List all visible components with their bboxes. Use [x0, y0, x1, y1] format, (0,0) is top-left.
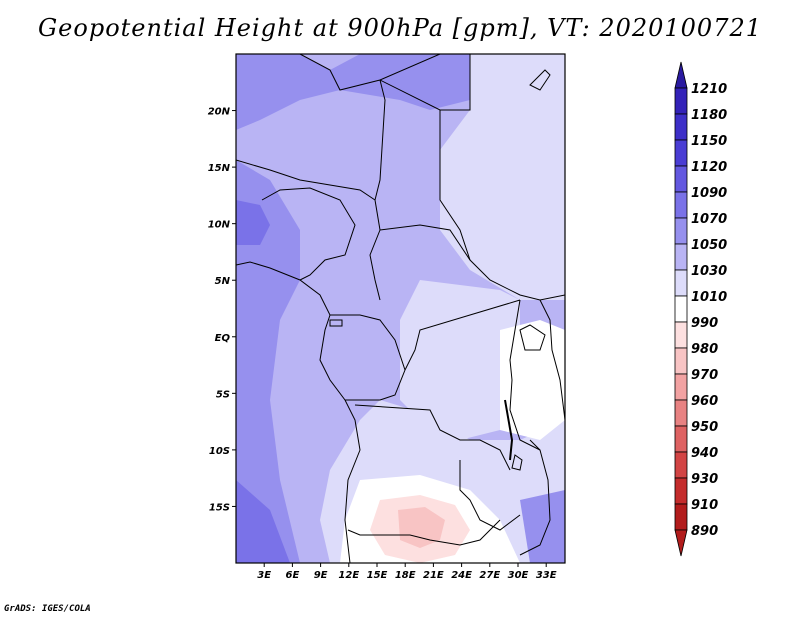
borders: [236, 54, 565, 563]
colorbar-segment: [674, 87, 688, 115]
colorbar-label: 1030: [691, 264, 727, 279]
field-westcoast-dark: [236, 200, 270, 245]
equatorial-guinea: [329, 319, 343, 327]
lat-tick-label: 10S: [209, 446, 230, 457]
colorbar-segment: [674, 113, 688, 141]
lat-tick-label: 5N: [215, 276, 231, 287]
colorbar-segment: [674, 191, 688, 219]
grads-credit: GrADS: IGES/COLA: [4, 604, 91, 614]
lake-tanganyika: [504, 399, 514, 461]
colorbar-bottom-arrow: [674, 529, 688, 557]
field-north-dark: [236, 54, 470, 130]
colorbar-label: 1180: [691, 108, 727, 123]
colorbar: 1210 1180 1150 1120 1090 1070 1050 1030 1010 990 9…: [674, 61, 727, 557]
colorbar-segment: [674, 477, 688, 505]
colorbar-label: 1090: [691, 186, 727, 201]
colorbar-top-arrow: [674, 61, 688, 89]
field-southwest-darker: [236, 480, 290, 563]
lon-tick-label: 27E: [479, 570, 500, 581]
lake-mweru: [511, 454, 523, 471]
coastline-west: [236, 261, 361, 563]
lon-tick-label: 24E: [451, 570, 472, 581]
lat-tick-label: 5S: [216, 389, 230, 400]
map-frame: [235, 53, 566, 564]
lat-axis: 20N 15N 10N 5N EQ 5S 10S 15S: [208, 107, 236, 513]
colorbar-label: 970: [691, 368, 718, 383]
border-chad-sudan: [439, 110, 471, 261]
border-north-b: [379, 54, 471, 111]
lon-tick-label: 33E: [536, 570, 557, 581]
colorbar-segment: [674, 347, 688, 375]
lake-victoria: [519, 324, 546, 351]
colorbar-label: 1050: [691, 238, 727, 253]
border-north-a: [299, 54, 441, 91]
lon-tick-label: 15E: [367, 570, 388, 581]
border-drc-east: [509, 299, 541, 451]
field-lake-white: [500, 320, 565, 440]
lon-tick-label: 30E: [508, 570, 529, 581]
colorbar-label: 940: [691, 446, 718, 461]
colorbar-label: 1120: [691, 160, 727, 175]
colorbar-label: 1010: [691, 290, 727, 305]
lon-tick-label: 12E: [338, 570, 359, 581]
border-namibia: [347, 519, 501, 546]
field-low-970: [398, 507, 445, 548]
colorbar-label: 890: [691, 524, 718, 539]
lon-tick-label: 3E: [257, 570, 271, 581]
border-angola-drc: [354, 404, 511, 471]
border-malawi: [519, 439, 551, 556]
field-east-light: [440, 54, 565, 300]
colorbar-label: 1210: [691, 82, 727, 97]
colorbar-segment: [674, 269, 688, 297]
colorbar-segment: [674, 425, 688, 453]
chart-title: Geopotential Height at 900hPa [gpm], VT:…: [38, 14, 762, 42]
lon-tick-label: 6E: [286, 570, 300, 581]
colorbar-segment: [674, 373, 688, 401]
field-west-dark: [236, 160, 300, 563]
colorbar-segment: [674, 165, 688, 193]
border-central: [369, 79, 386, 301]
field-southeast-dark: [520, 490, 565, 563]
lon-tick-label: 21E: [423, 570, 444, 581]
colorbar-label: 950: [691, 420, 718, 435]
colorbar-segment: [674, 217, 688, 245]
colorbar-label: 1150: [691, 134, 727, 149]
lat-tick-label: EQ: [215, 333, 231, 344]
colorbar-label: 990: [691, 316, 718, 331]
colorbar-segment: [674, 139, 688, 167]
border-sahel: [236, 159, 376, 201]
colorbar-label: 960: [691, 394, 718, 409]
lon-tick-label: 9E: [314, 570, 328, 581]
border-car-sudan: [379, 224, 565, 301]
colorbar-segment: [674, 451, 688, 479]
colorbar-segment: [674, 399, 688, 427]
colorbar-label: 930: [691, 472, 718, 487]
colorbar-label: 1070: [691, 212, 727, 227]
height-field: [236, 54, 565, 563]
colorbar-segment: [674, 243, 688, 271]
lat-tick-label: 15S: [209, 502, 230, 513]
lon-axis: 3E 6E 9E 12E 15E 18E 21E 24E 27E 30E 33E: [257, 563, 557, 581]
red-sea-coast: [529, 69, 551, 91]
lat-tick-label: 15N: [208, 163, 231, 174]
colorbar-segment: [674, 295, 688, 323]
colorbar-segment: [674, 503, 688, 531]
colorbar-segment: [674, 321, 688, 349]
border-east: [539, 299, 565, 421]
colorbar-label: 910: [691, 498, 718, 513]
border-congo: [330, 314, 406, 401]
border-zambia: [459, 460, 521, 531]
lon-tick-label: 18E: [395, 570, 416, 581]
border-drc-north: [404, 299, 521, 371]
lat-tick-label: 20N: [208, 107, 231, 118]
colorbar-label: 980: [691, 342, 718, 357]
border-nigeria: [261, 187, 356, 281]
lat-tick-label: 10N: [208, 220, 231, 231]
field-congo-light: [400, 280, 520, 440]
